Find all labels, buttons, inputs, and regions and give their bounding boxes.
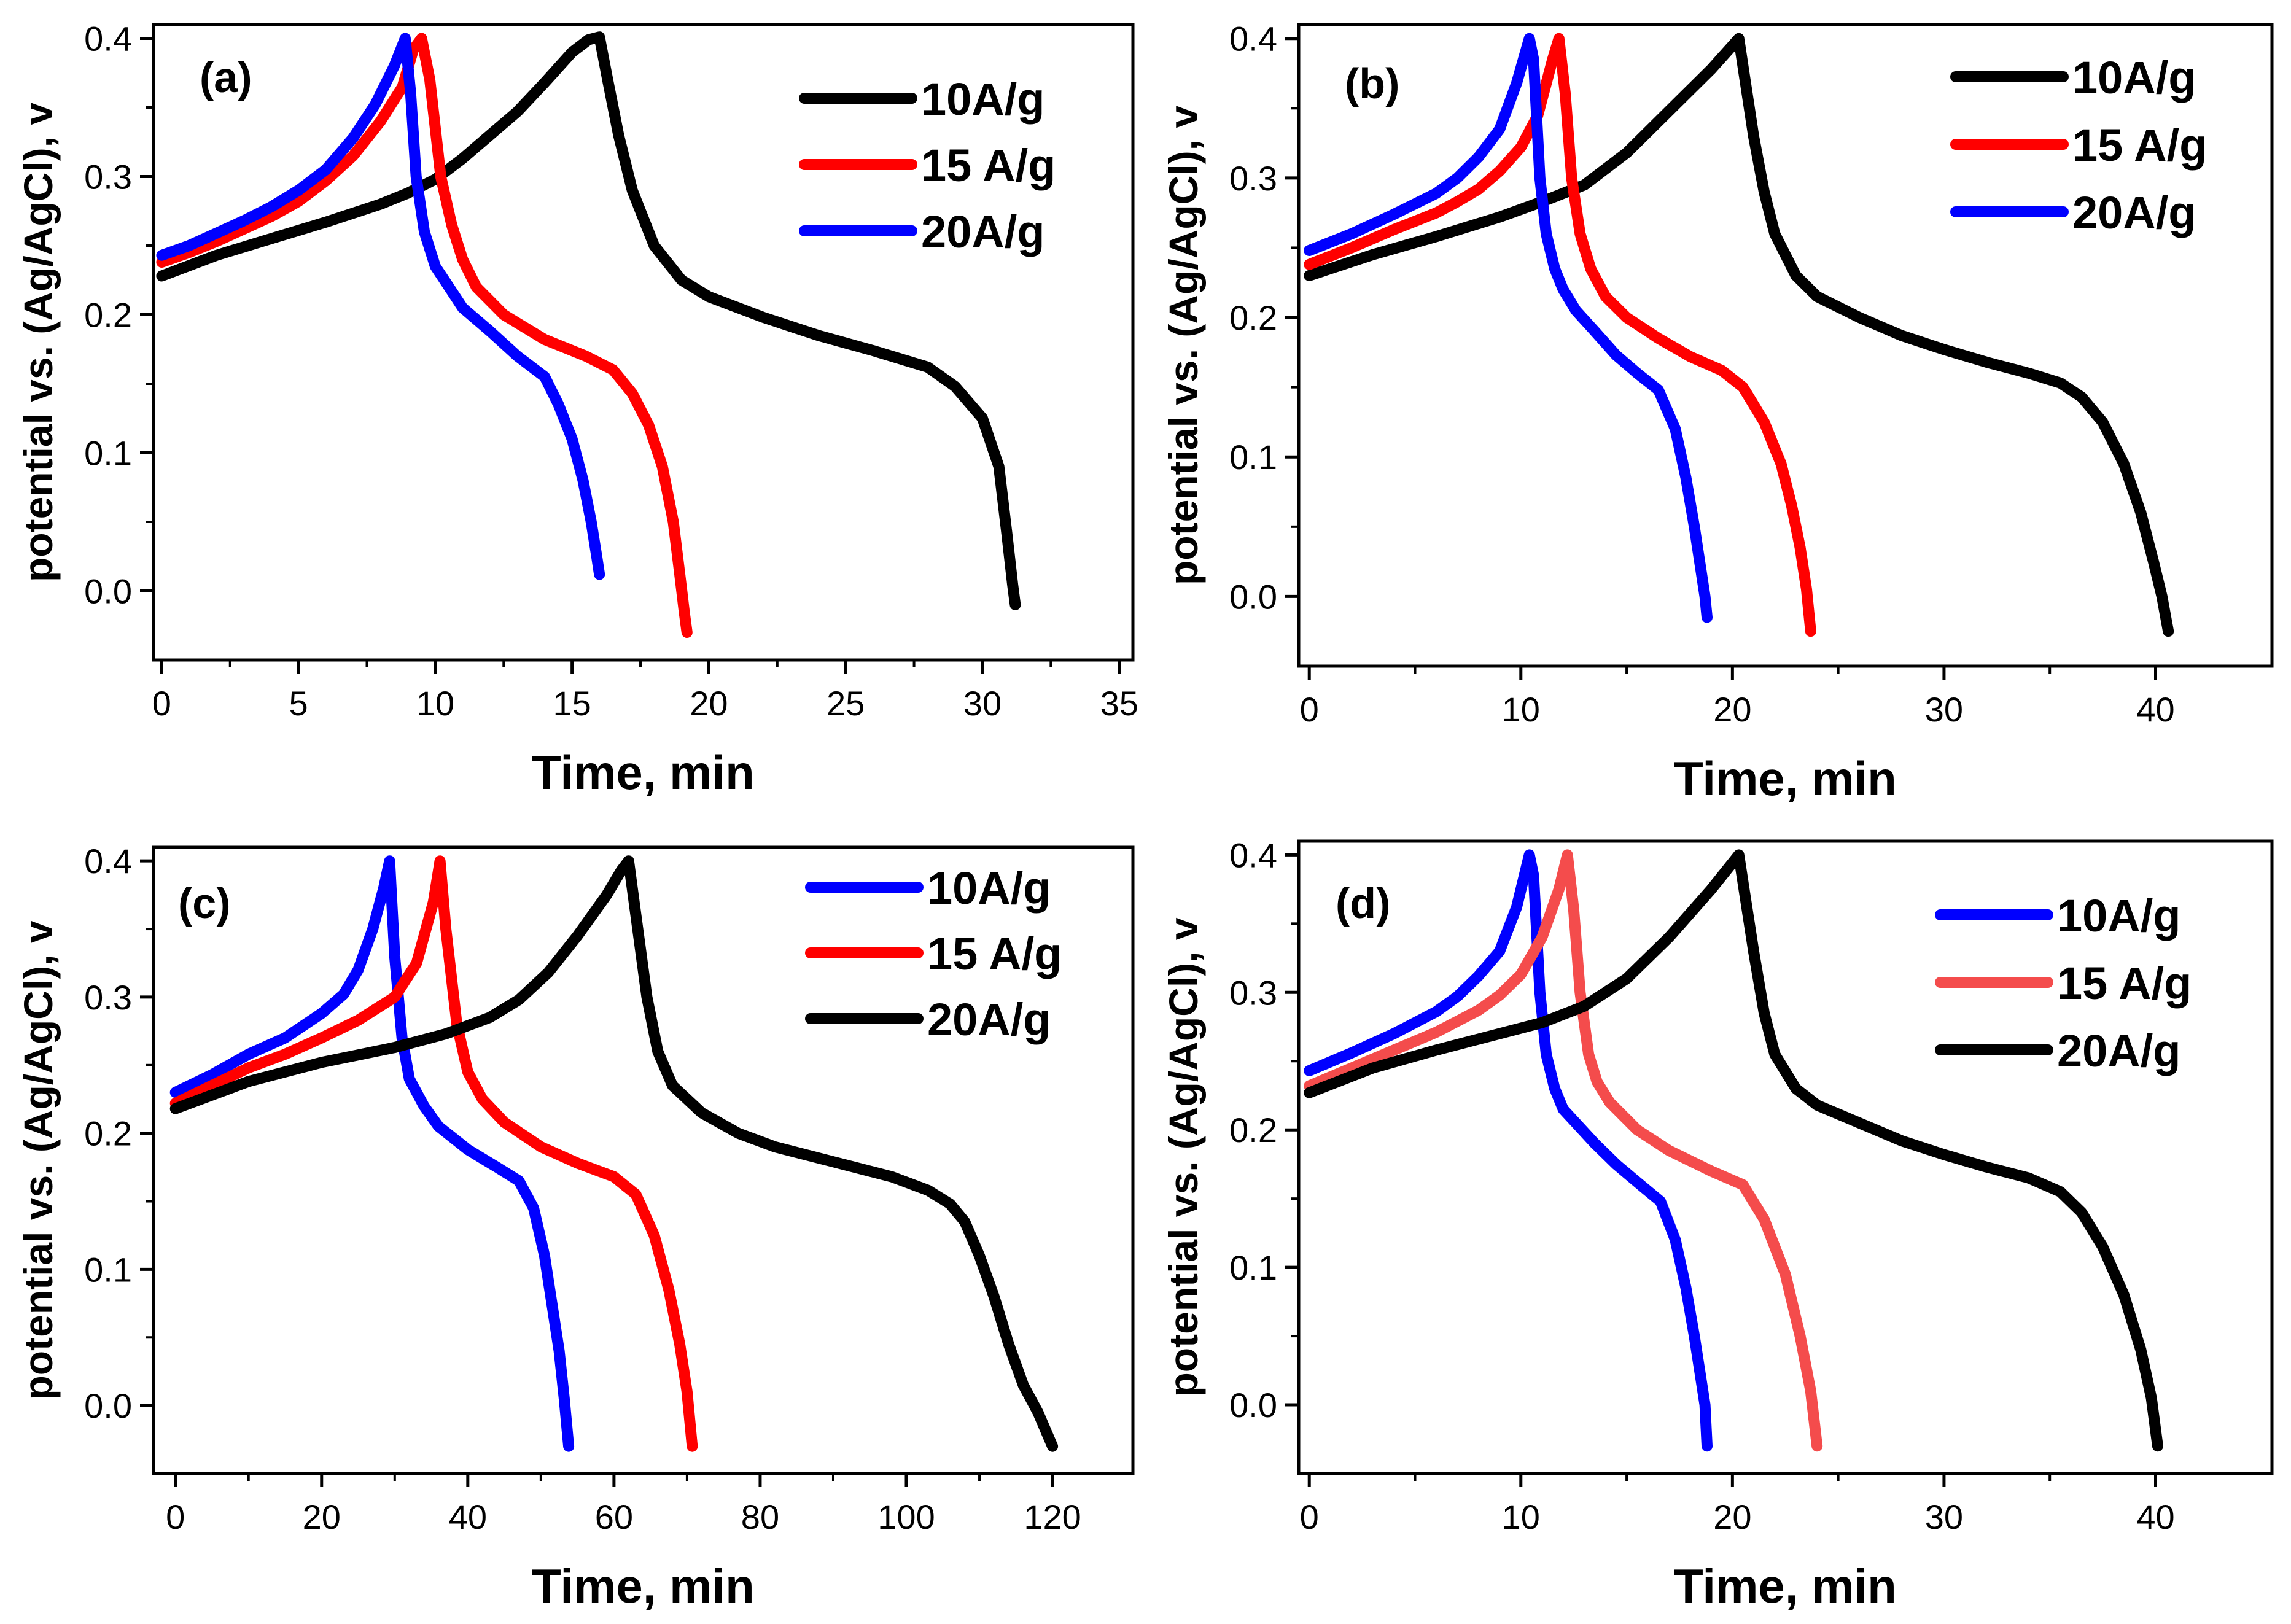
y-axis-title: potential vs. (Ag/AgCl), v — [1161, 917, 1206, 1397]
y-tick-label: 0.2 — [84, 1114, 132, 1153]
legend-label: 20A/g — [927, 994, 1051, 1045]
series-line-15-a-g — [156, 33, 693, 638]
series-line-20a-g — [1304, 849, 2163, 1452]
y-tick-label: 0.3 — [1229, 159, 1277, 198]
x-tick-label: 120 — [1024, 1498, 1081, 1536]
y-tick-label: 0.1 — [1229, 1248, 1277, 1287]
y-tick-label: 0.4 — [84, 20, 132, 58]
x-tick-label: 25 — [827, 684, 865, 723]
legend-label: 20A/g — [2057, 1025, 2181, 1076]
y-tick-label: 0.0 — [1229, 577, 1277, 616]
series-line-20a-g — [156, 33, 605, 580]
legend-label: 20A/g — [921, 206, 1045, 257]
y-tick-label: 0.2 — [1229, 298, 1277, 337]
series-line-10a-g — [1304, 849, 1713, 1452]
y-axis-title: potential vs. (Ag/AgCl), v — [15, 920, 61, 1400]
chart-panel-3: 0 20 40 60 80 100 120 0.0 0.1 0.2 0.3 0.4 Time, min p… — [15, 842, 1135, 1613]
x-axis-title: Time, min — [532, 1559, 755, 1613]
plot-frame — [1297, 23, 2274, 668]
plot-frame — [1297, 839, 2274, 1475]
y-axis-title: potential vs. (Ag/AgCl), v — [15, 103, 61, 582]
y-tick-label: 0.0 — [84, 1386, 132, 1425]
series-line-10a-g — [156, 31, 1021, 610]
legend-label: 15 A/g — [2057, 958, 2192, 1009]
y-tick-label: 0.0 — [1229, 1386, 1277, 1424]
chart-panel-4: 0 10 20 30 40 0.0 0.1 0.2 0.3 0.4 Time, min potenti… — [1161, 836, 2274, 1613]
x-tick-label: 0 — [1300, 690, 1319, 729]
y-tick-label: 0.4 — [1229, 836, 1277, 874]
y-tick-label: 0.2 — [1229, 1111, 1277, 1149]
legend-label: 15 A/g — [921, 140, 1056, 191]
series-line-15-a-g — [1304, 849, 1823, 1452]
y-tick-label: 0.0 — [84, 572, 132, 611]
x-axis-title: Time, min — [1674, 1559, 1897, 1613]
x-tick-label: 40 — [2136, 690, 2174, 729]
y-tick-label: 0.2 — [84, 296, 132, 335]
x-tick-label: 20 — [690, 684, 728, 723]
panel-label: (b) — [1345, 60, 1399, 107]
y-tick-label: 0.3 — [1229, 973, 1277, 1012]
x-tick-label: 5 — [289, 684, 308, 723]
y-tick-label: 0.1 — [1229, 438, 1277, 476]
x-tick-label: 15 — [553, 684, 591, 723]
y-axis-title: potential vs. (Ag/AgCl), v — [1161, 106, 1206, 585]
plot-frame — [152, 23, 1135, 662]
x-tick-label: 30 — [1925, 1498, 1963, 1536]
x-tick-label: 30 — [963, 684, 1002, 723]
y-tick-label: 0.4 — [84, 842, 132, 880]
chart-panel-2: 0 10 20 30 40 0.0 0.1 0.2 0.3 0.4 Time, min potenti… — [1161, 20, 2274, 806]
legend-label: 15 A/g — [927, 928, 1062, 979]
x-tick-label: 40 — [449, 1498, 487, 1536]
y-tick-label: 0.1 — [84, 434, 132, 473]
legend-label: 10A/g — [2057, 890, 2181, 941]
legend-label: 10A/g — [921, 74, 1045, 125]
x-tick-label: 80 — [741, 1498, 779, 1536]
panel-label: (d) — [1336, 879, 1390, 927]
x-tick-label: 0 — [152, 684, 171, 723]
chart-panel-1: 0 5 10 15 20 25 30 35 0.0 0.1 0.2 0.3 0.4 Time, min po… — [15, 20, 1138, 800]
y-tick-label: 0.1 — [84, 1250, 132, 1289]
legend-label: 20A/g — [2072, 187, 2196, 238]
x-axis-title: Time, min — [1674, 752, 1897, 806]
y-tick-label: 0.4 — [1229, 20, 1277, 58]
x-tick-label: 10 — [1502, 690, 1540, 729]
y-tick-label: 0.3 — [84, 978, 132, 1017]
x-tick-label: 35 — [1100, 684, 1138, 723]
series-line-15-a-g — [1304, 33, 1816, 637]
x-tick-label: 20 — [1713, 1498, 1751, 1536]
series-line-20a-g — [169, 855, 1059, 1452]
x-tick-label: 60 — [595, 1498, 633, 1536]
x-tick-label: 100 — [877, 1498, 935, 1536]
plot-frame — [152, 845, 1135, 1475]
legend-label: 10A/g — [2072, 52, 2196, 103]
panel-label: (c) — [178, 879, 231, 927]
legend-label: 15 A/g — [2072, 120, 2207, 171]
x-tick-label: 20 — [1713, 690, 1751, 729]
legend-label: 10A/g — [927, 863, 1051, 914]
panel-label: (a) — [200, 53, 252, 101]
series-line-20a-g — [1304, 33, 1713, 623]
x-axis-title: Time, min — [532, 745, 755, 799]
x-tick-label: 20 — [303, 1498, 341, 1536]
x-tick-label: 0 — [1300, 1498, 1319, 1536]
x-tick-label: 10 — [416, 684, 454, 723]
series-line-10a-g — [169, 855, 575, 1452]
series-line-15-a-g — [169, 855, 698, 1452]
x-tick-label: 40 — [2136, 1498, 2174, 1536]
x-tick-label: 30 — [1925, 690, 1963, 729]
x-tick-label: 10 — [1502, 1498, 1540, 1536]
y-tick-label: 0.3 — [84, 158, 132, 196]
x-tick-label: 0 — [166, 1498, 185, 1536]
